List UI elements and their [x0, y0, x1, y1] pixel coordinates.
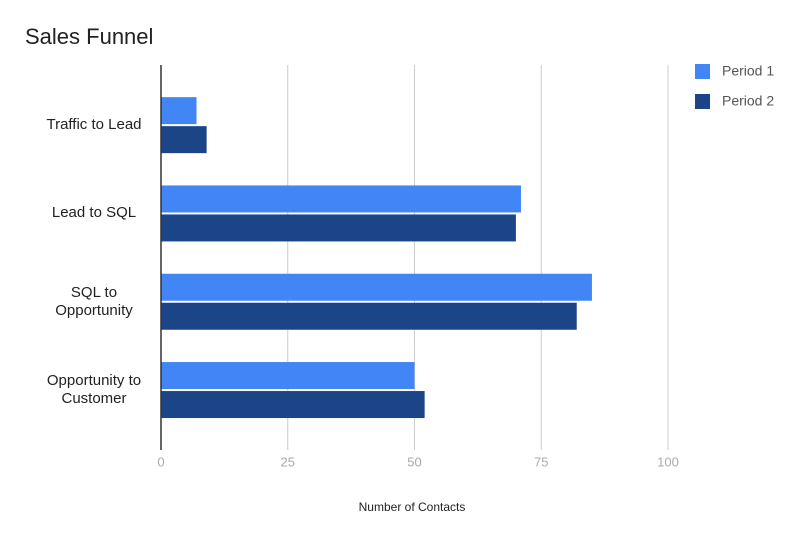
legend-label: Period 2 — [722, 93, 774, 109]
x-tick-label: 75 — [534, 454, 548, 469]
bar — [161, 126, 207, 154]
x-tick-label: 25 — [281, 454, 295, 469]
legend-swatch — [695, 94, 710, 109]
bar — [161, 362, 415, 390]
legend-label: Period 1 — [722, 63, 774, 79]
bar — [161, 273, 592, 301]
y-tick-label: Opportunity to Customer — [46, 372, 142, 408]
bar — [161, 185, 521, 213]
x-axis-label: Number of Contacts — [359, 500, 466, 514]
bar — [161, 391, 425, 419]
bar — [161, 302, 577, 330]
y-tick-label: Traffic to Lead — [46, 116, 142, 134]
x-tick-label: 50 — [407, 454, 421, 469]
y-tick-label: Lead to SQL — [51, 204, 137, 222]
bar — [161, 97, 197, 125]
chart-title: Sales Funnel — [25, 24, 153, 49]
bar — [161, 214, 516, 242]
x-tick-label: 100 — [657, 454, 679, 469]
y-tick-label: SQL to Opportunity — [55, 283, 133, 319]
legend-swatch — [695, 64, 710, 79]
x-tick-label: 0 — [157, 454, 164, 469]
